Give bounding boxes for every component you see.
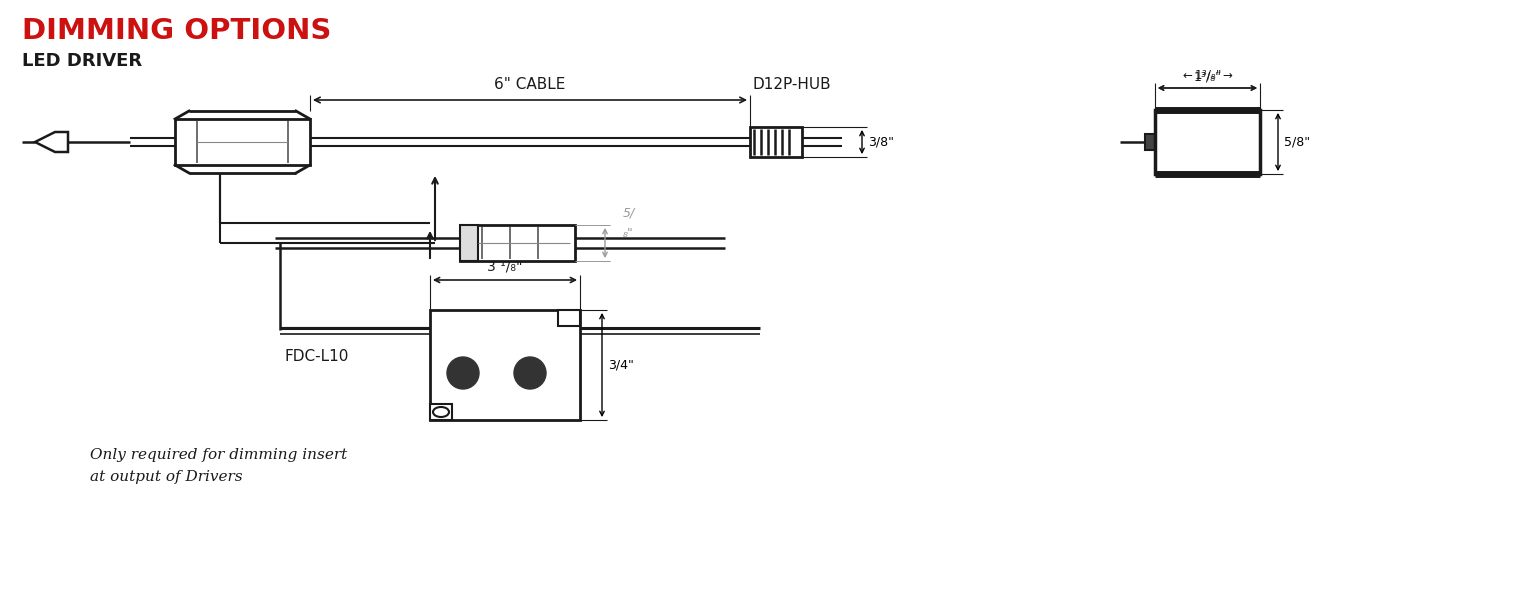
Text: D12P-HUB: D12P-HUB (753, 77, 831, 92)
Text: FDC-L10: FDC-L10 (285, 349, 350, 364)
Text: 1³/₈": 1³/₈" (1194, 70, 1222, 83)
Polygon shape (35, 132, 67, 152)
Text: 6" CABLE: 6" CABLE (494, 77, 566, 92)
Text: at output of Drivers: at output of Drivers (90, 470, 242, 484)
Text: 3/8": 3/8" (868, 135, 894, 148)
Text: 5/: 5/ (622, 207, 635, 220)
Bar (1145, 134, 1154, 150)
Circle shape (448, 357, 478, 389)
Text: 5/8": 5/8" (1285, 135, 1311, 148)
Circle shape (514, 357, 546, 389)
Text: $\leftarrow$1³/₈"$\rightarrow$: $\leftarrow$1³/₈"$\rightarrow$ (1180, 68, 1234, 82)
Bar (750, 127, 802, 157)
Bar (460, 225, 575, 261)
Bar (429, 310, 579, 420)
Bar (175, 119, 310, 165)
Ellipse shape (432, 407, 449, 417)
Bar (1154, 110, 1260, 174)
Bar (460, 225, 478, 261)
Text: 3 ¹/₈": 3 ¹/₈" (487, 260, 523, 274)
Text: LED DRIVER: LED DRIVER (21, 52, 143, 70)
Bar (429, 404, 452, 420)
Text: ₈": ₈" (622, 227, 633, 240)
Text: Only required for dimming insert: Only required for dimming insert (90, 448, 348, 462)
Text: 3/4": 3/4" (609, 359, 633, 371)
Bar (558, 310, 579, 326)
Text: DIMMING OPTIONS: DIMMING OPTIONS (21, 17, 331, 45)
